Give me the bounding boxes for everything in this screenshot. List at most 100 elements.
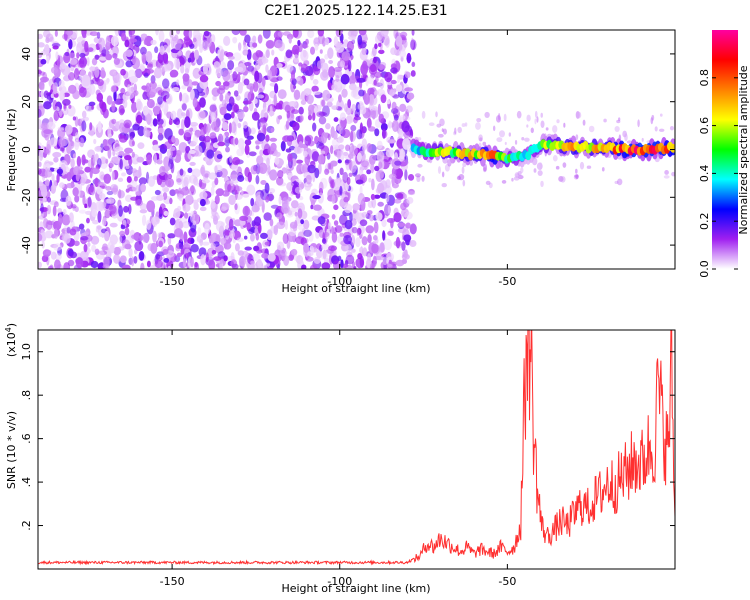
haze-blob [616,178,623,186]
noise-blob [378,113,385,123]
noise-blob [365,225,375,234]
noise-blob [110,85,117,93]
noise-blob [182,203,191,213]
noise-blob [382,34,390,46]
noise-blob [221,99,227,107]
noise-blob [349,211,353,223]
noise-blob [123,119,132,129]
snr-ylabel: SNR (10 * v/v) [5,411,18,489]
noise-blob [179,91,183,102]
noise-blob [243,126,252,136]
noise-blob [52,45,59,50]
noise-blob [177,50,183,56]
x-tick-label: -150 [160,275,185,288]
haze-blob [540,180,544,188]
noise-blob [312,194,321,200]
noise-blob [84,166,92,173]
noise-blob [356,129,363,140]
noise-blob [83,243,88,253]
noise-blob [133,35,142,48]
noise-blob [298,62,303,67]
noise-blob [397,227,407,234]
noise-blob [267,253,276,262]
noise-blob [111,170,115,181]
noise-blob [344,219,353,230]
noise-blob [179,55,187,65]
noise-blob [192,37,197,43]
noise-blob [301,44,309,49]
noise-blob [243,105,249,113]
noise-blob [124,227,130,236]
noise-blob [154,189,161,196]
noise-blob [381,219,387,228]
noise-blob [152,118,158,127]
noise-blob [64,124,73,135]
haze-blob [637,119,640,128]
haze-blob [475,122,481,130]
noise-blob [324,37,330,46]
noise-blob [321,238,327,244]
noise-blob [95,200,104,212]
noise-blob [215,220,225,232]
noise-blob [317,30,325,37]
noise-blob [312,90,321,96]
noise-blob [145,82,152,93]
noise-blob [145,219,152,230]
noise-blob [378,170,385,179]
noise-blob [292,44,300,56]
noise-blob [203,30,210,37]
noise-blob [362,144,366,152]
noise-blob [38,103,44,109]
noise-blob [358,89,365,97]
noise-blob [66,182,75,189]
noise-blob [113,57,120,66]
colorbar-tick-label: 0.8 [698,69,711,87]
noise-blob [348,35,357,41]
noise-blob [128,128,135,140]
noise-blob [314,43,319,51]
noise-blob [40,58,47,65]
noise-blob [169,189,176,197]
noise-blob [125,164,130,170]
noise-blob [176,58,181,70]
noise-blob [310,264,318,269]
noise-blob [287,172,293,178]
noise-blob [53,228,59,239]
noise-blob [333,66,343,72]
noise-blob [183,243,191,248]
noise-blob [178,128,185,136]
noise-blob [113,246,121,256]
noise-blob [232,36,238,44]
noise-blob [246,184,256,196]
noise-blob [276,241,285,251]
snr-scale-suffix: ) [5,323,18,327]
noise-blob [38,232,43,242]
noise-blob [191,81,199,86]
noise-blob [361,47,367,56]
noise-blob [395,84,403,93]
noise-blob [169,217,176,226]
noise-blob [313,256,321,265]
noise-blob [58,79,65,89]
noise-blob [91,244,97,253]
noise-blob [402,138,411,150]
noise-blob [250,127,256,135]
noise-blob [214,195,220,205]
noise-blob [167,233,176,239]
noise-blob [310,46,316,55]
noise-blob [223,35,231,47]
noise-blob [182,221,190,229]
noise-blob [410,39,417,51]
haze-blob [533,168,537,173]
noise-blob [254,61,261,71]
noise-blob [376,151,385,162]
noise-blob [141,85,147,91]
noise-blob [189,122,199,127]
noise-blob [76,156,82,168]
noise-blob [163,264,167,269]
noise-blob [236,237,244,242]
noise-blob [242,205,251,217]
noise-blob [55,253,62,261]
y-tick-label: 1.0 [20,343,33,361]
noise-blob [180,187,190,196]
